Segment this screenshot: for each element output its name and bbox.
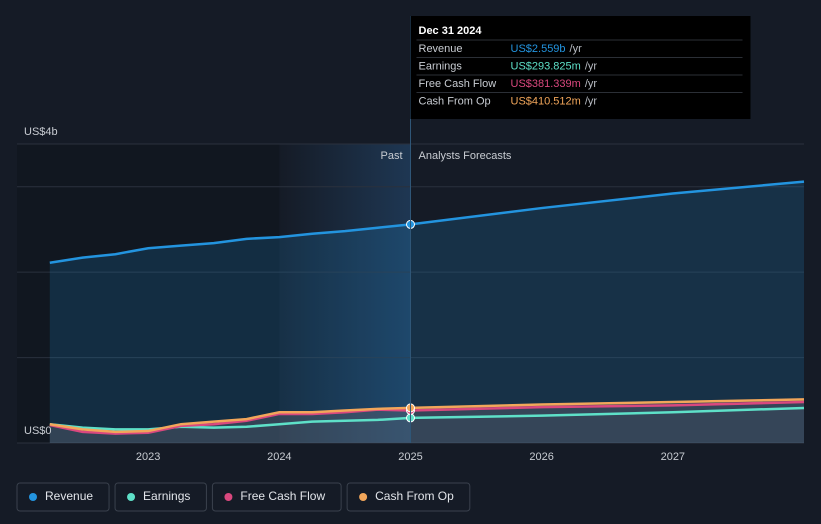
revenue-area [49, 181, 804, 444]
series-line [49, 180, 805, 264]
areas [49, 181, 804, 444]
plot-background [17, 144, 411, 443]
tooltip-value-number: US$2.559b [511, 43, 566, 55]
lines [49, 180, 805, 435]
tooltip-value: US$293.825m/yr [511, 60, 598, 72]
plot-area [17, 144, 280, 443]
legend-button[interactable] [16, 482, 110, 512]
legend: Revenue Earnings Free Cash Flow Cash From O… [16, 482, 471, 512]
legend-item[interactable]: Revenue [16, 482, 110, 512]
legend-item[interactable]: Free Cash Flow [211, 482, 342, 512]
legend-label: Revenue [45, 489, 93, 503]
legend-button[interactable] [211, 482, 342, 512]
past-highlight [279, 144, 411, 443]
labels: US$0 US$4b 2023 2024 2025 2026 2027 Past Analyst… [24, 126, 685, 463]
tooltip-value-number: US$381.339m [511, 78, 581, 90]
tooltip-value: US$2.559b/yr [511, 43, 583, 55]
legend-swatch [127, 493, 136, 501]
tooltip-value: US$410.512m/yr [511, 95, 598, 107]
series-line [49, 398, 805, 434]
legend-item[interactable]: Earnings [114, 482, 207, 512]
tooltip-title: Dec 31 2024 [419, 25, 483, 37]
series-line [49, 406, 805, 431]
legend-label: Cash From Op [375, 489, 454, 503]
y-tick-label: US$4b [24, 126, 58, 138]
x-tick-label: 2027 [661, 451, 685, 463]
tooltip-box [410, 16, 751, 119]
legend-swatch [224, 493, 233, 501]
tooltip-unit: /yr [585, 78, 598, 90]
tooltip-label: Revenue [419, 43, 463, 55]
y-tick-label: US$0 [24, 425, 52, 437]
tooltip-unit: /yr [585, 60, 598, 72]
legend-label: Free Cash Flow [240, 489, 325, 503]
tooltip-unit: /yr [570, 43, 583, 55]
x-tick-label: 2024 [267, 451, 291, 463]
tooltip-value: US$381.339m/yr [511, 78, 598, 90]
legend-label: Earnings [143, 489, 190, 503]
lower-area [49, 399, 804, 443]
legend-swatch [359, 493, 368, 501]
x-tick-label: 2026 [529, 451, 553, 463]
legend-item[interactable]: Cash From Op [346, 482, 471, 512]
tooltip-value-number: US$410.512m [511, 95, 581, 107]
series-line [49, 400, 805, 435]
tooltip-label: Free Cash Flow [419, 78, 497, 90]
past-label: Past [380, 150, 402, 162]
tooltip-label: Cash From Op [419, 95, 491, 107]
forecast-label: Analysts Forecasts [419, 150, 512, 162]
x-tick-label: 2025 [398, 451, 422, 463]
tooltip-value-number: US$293.825m [511, 60, 581, 72]
tooltip: Dec 31 2024 Revenue US$2.559b/yr Earnings US… [410, 16, 751, 443]
legend-button[interactable] [346, 482, 471, 512]
legend-button[interactable] [114, 482, 207, 512]
legend-swatch [29, 493, 37, 501]
tooltip-label: Earnings [419, 60, 463, 72]
x-tick-label: 2023 [136, 451, 160, 463]
tooltip-unit: /yr [585, 95, 598, 107]
